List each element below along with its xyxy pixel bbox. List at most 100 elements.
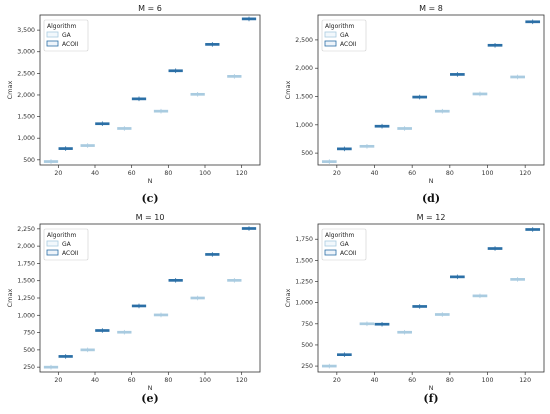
box-ga bbox=[43, 365, 59, 369]
legend-entry: ACOII bbox=[340, 250, 357, 257]
y-tick-label: 2,500 bbox=[17, 70, 35, 77]
x-tick-label: 60 bbox=[408, 170, 416, 177]
y-tick-label: 1,000 bbox=[295, 122, 313, 129]
legend-entry: GA bbox=[62, 241, 72, 248]
box-acoii bbox=[168, 279, 183, 282]
y-tick-label: 500 bbox=[301, 342, 313, 349]
box-acoii bbox=[450, 275, 465, 279]
x-axis-label: N bbox=[429, 177, 434, 185]
y-tick-label: 2,000 bbox=[295, 65, 313, 72]
legend-title: Algorithm bbox=[325, 232, 355, 239]
x-tick-label: 80 bbox=[164, 377, 172, 384]
y-tick-label: 750 bbox=[301, 321, 313, 328]
y-tick-label: 1,000 bbox=[17, 312, 35, 319]
box-acoii bbox=[131, 97, 147, 101]
box-acoii bbox=[337, 353, 352, 356]
box-acoii bbox=[412, 95, 428, 99]
x-tick-label: 20 bbox=[54, 377, 62, 384]
box-ga bbox=[80, 144, 95, 147]
box-ga bbox=[472, 294, 488, 298]
box-ga bbox=[510, 278, 525, 281]
y-axis-label: Cmax bbox=[284, 80, 292, 99]
chart-panel-f: M = 12 250 500 750 1,000 1,250 1,500 1,750 20 40 6… bbox=[284, 213, 545, 405]
box-acoii bbox=[58, 147, 73, 150]
chart-title: M = 10 bbox=[136, 213, 165, 222]
y-tick-label: 2,000 bbox=[17, 92, 35, 99]
box-ga bbox=[190, 92, 205, 96]
box-ga bbox=[227, 75, 242, 78]
subfigure-label: (e) bbox=[141, 392, 158, 405]
box-acoii bbox=[168, 69, 183, 73]
box-acoii bbox=[95, 329, 110, 332]
box-acoii bbox=[241, 17, 257, 21]
y-tick-label: 500 bbox=[301, 150, 313, 157]
box-ga bbox=[227, 279, 242, 282]
x-tick-label: 80 bbox=[446, 170, 454, 177]
x-tick-label: 40 bbox=[91, 377, 99, 384]
box-acoii bbox=[450, 73, 465, 76]
legend-swatch-acoii bbox=[324, 249, 337, 256]
x-axis-label: N bbox=[148, 177, 153, 185]
x-tick-label: 20 bbox=[333, 377, 341, 384]
legend-swatch-ga bbox=[324, 240, 337, 247]
box-ga bbox=[359, 144, 375, 148]
x-tick-label: 80 bbox=[446, 377, 454, 384]
x-axis-label: N bbox=[429, 384, 434, 392]
y-tick-label: 1,500 bbox=[295, 257, 313, 264]
y-axis-label: Cmax bbox=[6, 80, 14, 99]
box-acoii bbox=[241, 227, 257, 230]
y-tick-label: 1,750 bbox=[295, 236, 313, 243]
chart-title: M = 8 bbox=[419, 4, 443, 13]
box-acoii bbox=[205, 253, 220, 256]
box-ga bbox=[153, 109, 169, 113]
box-acoii bbox=[374, 322, 390, 326]
y-tick-label: 250 bbox=[301, 363, 313, 370]
box-ga bbox=[510, 75, 525, 79]
x-tick-label: 20 bbox=[54, 170, 62, 177]
box-acoii bbox=[525, 228, 541, 231]
box-acoii bbox=[337, 147, 352, 151]
legend-swatch-ga bbox=[46, 31, 59, 38]
box-acoii bbox=[58, 355, 73, 358]
legend-entry: GA bbox=[340, 32, 350, 39]
y-tick-label: 500 bbox=[23, 347, 35, 354]
chart-title: M = 6 bbox=[138, 4, 162, 13]
box-ga bbox=[397, 127, 412, 130]
box-ga bbox=[397, 330, 412, 334]
box-ga bbox=[117, 127, 132, 130]
box-ga bbox=[80, 348, 95, 352]
x-tick-label: 100 bbox=[482, 377, 494, 384]
box-acoii bbox=[412, 305, 428, 308]
y-tick-label: 2,500 bbox=[295, 37, 313, 44]
legend-swatch-acoii bbox=[324, 40, 337, 47]
x-tick-label: 80 bbox=[164, 170, 172, 177]
box-ga bbox=[359, 322, 375, 326]
y-tick-label: 1,500 bbox=[17, 278, 35, 285]
x-tick-label: 40 bbox=[371, 170, 379, 177]
legend-swatch-acoii bbox=[46, 40, 59, 47]
y-tick-label: 3,500 bbox=[17, 27, 35, 34]
box-acoii bbox=[374, 124, 390, 128]
box-acoii bbox=[525, 20, 541, 24]
legend-entry: GA bbox=[340, 241, 350, 248]
legend-entry: GA bbox=[62, 32, 72, 39]
y-tick-label: 1,500 bbox=[17, 114, 35, 121]
y-tick-label: 1,250 bbox=[295, 279, 313, 286]
legend-title: Algorithm bbox=[325, 23, 355, 30]
chart-panel-d: M = 8 500 1,000 1,500 2,000 2,500 20 40 60 80 100 1… bbox=[284, 4, 545, 205]
x-tick-label: 100 bbox=[199, 170, 211, 177]
y-tick-label: 2,000 bbox=[17, 243, 35, 250]
subfigure-label: (f) bbox=[423, 392, 438, 405]
x-tick-label: 100 bbox=[199, 377, 211, 384]
subfigure-label: (c) bbox=[141, 192, 158, 205]
box-ga bbox=[321, 364, 337, 368]
box-ga bbox=[472, 92, 488, 96]
x-tick-label: 100 bbox=[482, 170, 494, 177]
box-ga bbox=[117, 330, 132, 334]
chart-panel-e: M = 10 250 500 750 1,000 1,250 1,500 1,750 2,000… bbox=[6, 213, 261, 405]
y-axis-label: Cmax bbox=[6, 288, 14, 307]
chart-title: M = 12 bbox=[417, 213, 446, 222]
x-axis-label: N bbox=[148, 384, 153, 392]
box-acoii bbox=[95, 122, 110, 126]
box-ga bbox=[434, 109, 450, 113]
